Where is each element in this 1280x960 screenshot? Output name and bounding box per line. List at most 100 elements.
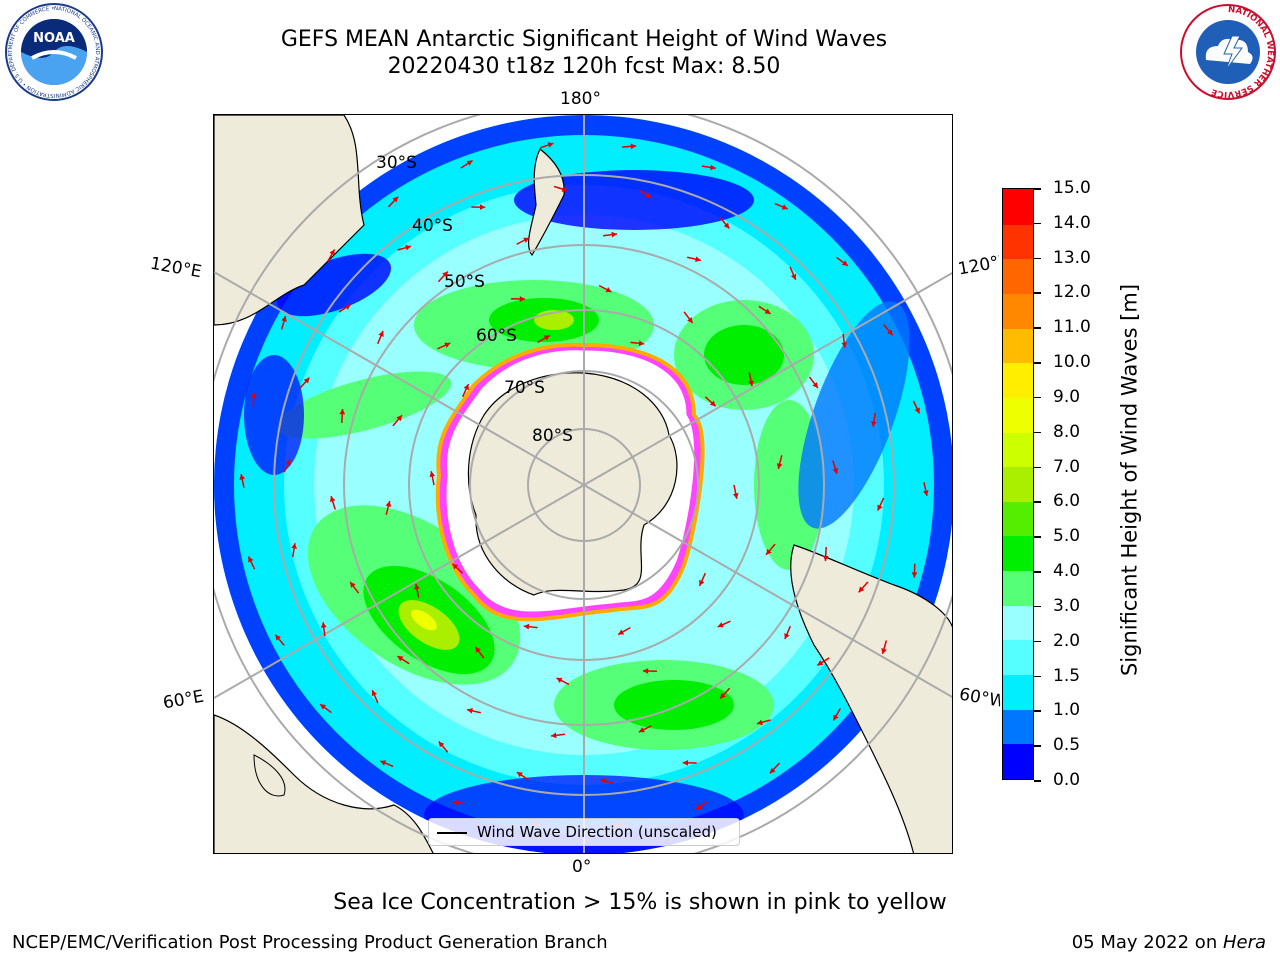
wave-direction-arrowhead (329, 496, 336, 502)
wave-direction-arrowhead (645, 192, 652, 198)
wave-direction-arrowhead (463, 384, 469, 391)
colorbar-segment (1003, 397, 1033, 433)
wave-direction-arrowhead (833, 714, 839, 721)
wave-direction-arrowhead (452, 799, 458, 806)
wave-direction-arrowhead (695, 804, 702, 810)
colorbar-segment (1003, 674, 1033, 710)
wave-direction-arrowhead (922, 490, 929, 496)
colorbar-tick (1034, 292, 1041, 294)
wave-direction-arrowhead (281, 316, 287, 322)
colorbar-tick (1034, 362, 1041, 364)
colorbar-segment (1003, 328, 1033, 364)
sea-ice-note: Sea Ice Concentration > 15% is shown in … (333, 890, 947, 915)
colorbar-segment (1003, 293, 1033, 329)
colorbar-tick (1034, 745, 1041, 747)
colorbar-tick (1034, 571, 1041, 573)
wave-direction-arrowhead (638, 727, 645, 733)
colorbar-tick-label: 14.0 (1053, 212, 1091, 233)
noaa-logo: NOAA NATIONAL OCEANIC AND ATMOSPHERIC AD… (4, 2, 104, 106)
colorbar-segment (1003, 258, 1033, 294)
wave-direction-arrowhead (841, 342, 848, 348)
colorbar-segment (1003, 570, 1033, 606)
colorbar-tick-label: 2.0 (1053, 630, 1081, 651)
wave-direction-arrowhead (914, 407, 920, 414)
colorbar-tick (1034, 257, 1041, 260)
footer-host: Hera (1222, 932, 1266, 953)
wave-direction-arrowhead (405, 244, 412, 251)
colorbar-tick-label: 7.0 (1053, 456, 1081, 477)
lon-label-60w: 60°W (957, 684, 1003, 712)
wave-direction-arrowhead (790, 273, 797, 280)
colorbar-tick-label: 11.0 (1053, 317, 1091, 338)
wave-direction-arrowhead (329, 249, 335, 256)
colorbar-segment (1003, 639, 1033, 676)
wave-direction-arrowhead (748, 380, 754, 387)
lat-label-80s: 80°S (532, 426, 573, 446)
wave-direction-arrowhead (642, 668, 649, 674)
colorbar-segment (1003, 605, 1033, 641)
wave-direction-arrowhead (769, 767, 776, 774)
wave-direction-arrowhead (466, 160, 473, 166)
lat-label-30s: 30°S (376, 153, 417, 173)
wave-direction-arrowhead (911, 572, 918, 578)
lat-label-60s: 60°S (476, 326, 517, 346)
wave-direction-arrowhead (812, 382, 818, 389)
wave-direction-arrowhead (709, 400, 716, 407)
colorbar-segment (1003, 189, 1033, 225)
wave-direction-arrowhead (239, 474, 246, 480)
colorbar-tick-label: 1.0 (1053, 700, 1081, 721)
colorbar-tick-label: 1.5 (1053, 665, 1081, 686)
colorbar-segment (1003, 535, 1033, 572)
colorbar-segment (1003, 501, 1033, 537)
wave-direction-arrowhead (442, 271, 448, 278)
wave-direction-arrowhead (385, 501, 392, 507)
wave-direction-arrowhead (638, 340, 645, 347)
wave-direction-arrowhead (717, 622, 724, 628)
wave-direction-arrowhead (547, 142, 554, 148)
wave-direction-arrowhead (467, 707, 473, 714)
lon-label-180: 180° (560, 89, 601, 109)
colorbar-tick-label: 12.0 (1053, 282, 1091, 303)
colorbar-tick (1034, 396, 1041, 399)
wave-direction-arrowhead (285, 459, 291, 466)
wave-direction-arrowhead (732, 492, 739, 499)
colorbar-tick-label: 0.5 (1053, 735, 1081, 756)
colorbar-tick-label: 10.0 (1053, 352, 1091, 373)
graticule (214, 115, 952, 853)
wave-direction-arrowhead (523, 237, 530, 243)
wave-direction-arrowhead (551, 732, 557, 739)
wave-direction-arrowhead (414, 583, 420, 590)
colorbar-tick-label: 8.0 (1053, 421, 1081, 442)
wave-direction-arrowhead (523, 623, 530, 630)
wave-direction-arrowhead (841, 260, 848, 266)
footer-org: NCEP/EMC/Verification Post Processing Pr… (12, 932, 608, 953)
colorbar-tick-label: 13.0 (1053, 247, 1091, 268)
south-america (790, 544, 952, 853)
wave-direction-arrowhead (756, 719, 763, 726)
legend-label: Wind Wave Direction (unscaled) (477, 823, 717, 841)
colorbar-tick-label: 0.0 (1053, 770, 1081, 790)
wave-direction-arrowhead (479, 204, 486, 210)
wave-direction-arrowhead (371, 690, 378, 697)
wave-direction-arrowhead (781, 204, 788, 210)
legend-line-sample (437, 832, 467, 834)
wave-direction-arrowhead (275, 634, 281, 641)
colorbar-tick (1034, 710, 1041, 712)
nws-logo: NATIONAL WEATHER SERVICE (1176, 2, 1280, 106)
wave-direction-arrowhead (881, 648, 887, 654)
wave-direction-arrowhead (817, 660, 824, 666)
wave-direction-arrowhead (605, 287, 612, 293)
wave-direction-arrowhead (723, 222, 730, 229)
colorbar-tick (1034, 466, 1041, 469)
wind-wave-arrows (239, 142, 929, 828)
wave-direction-arrowhead (516, 772, 523, 778)
wave-direction-arrowhead (871, 421, 877, 427)
wave-direction-arrowhead (687, 317, 693, 324)
footer-date: 05 May 2022 on Hera (1072, 932, 1266, 953)
wave-direction-arrowhead (784, 633, 790, 640)
colorbar-tick (1034, 780, 1041, 782)
wave-direction-arrowhead (695, 256, 701, 263)
colorbar-tick (1034, 188, 1041, 190)
wave-direction-arrowhead (556, 677, 563, 683)
wave-direction-arrowhead (600, 778, 607, 784)
